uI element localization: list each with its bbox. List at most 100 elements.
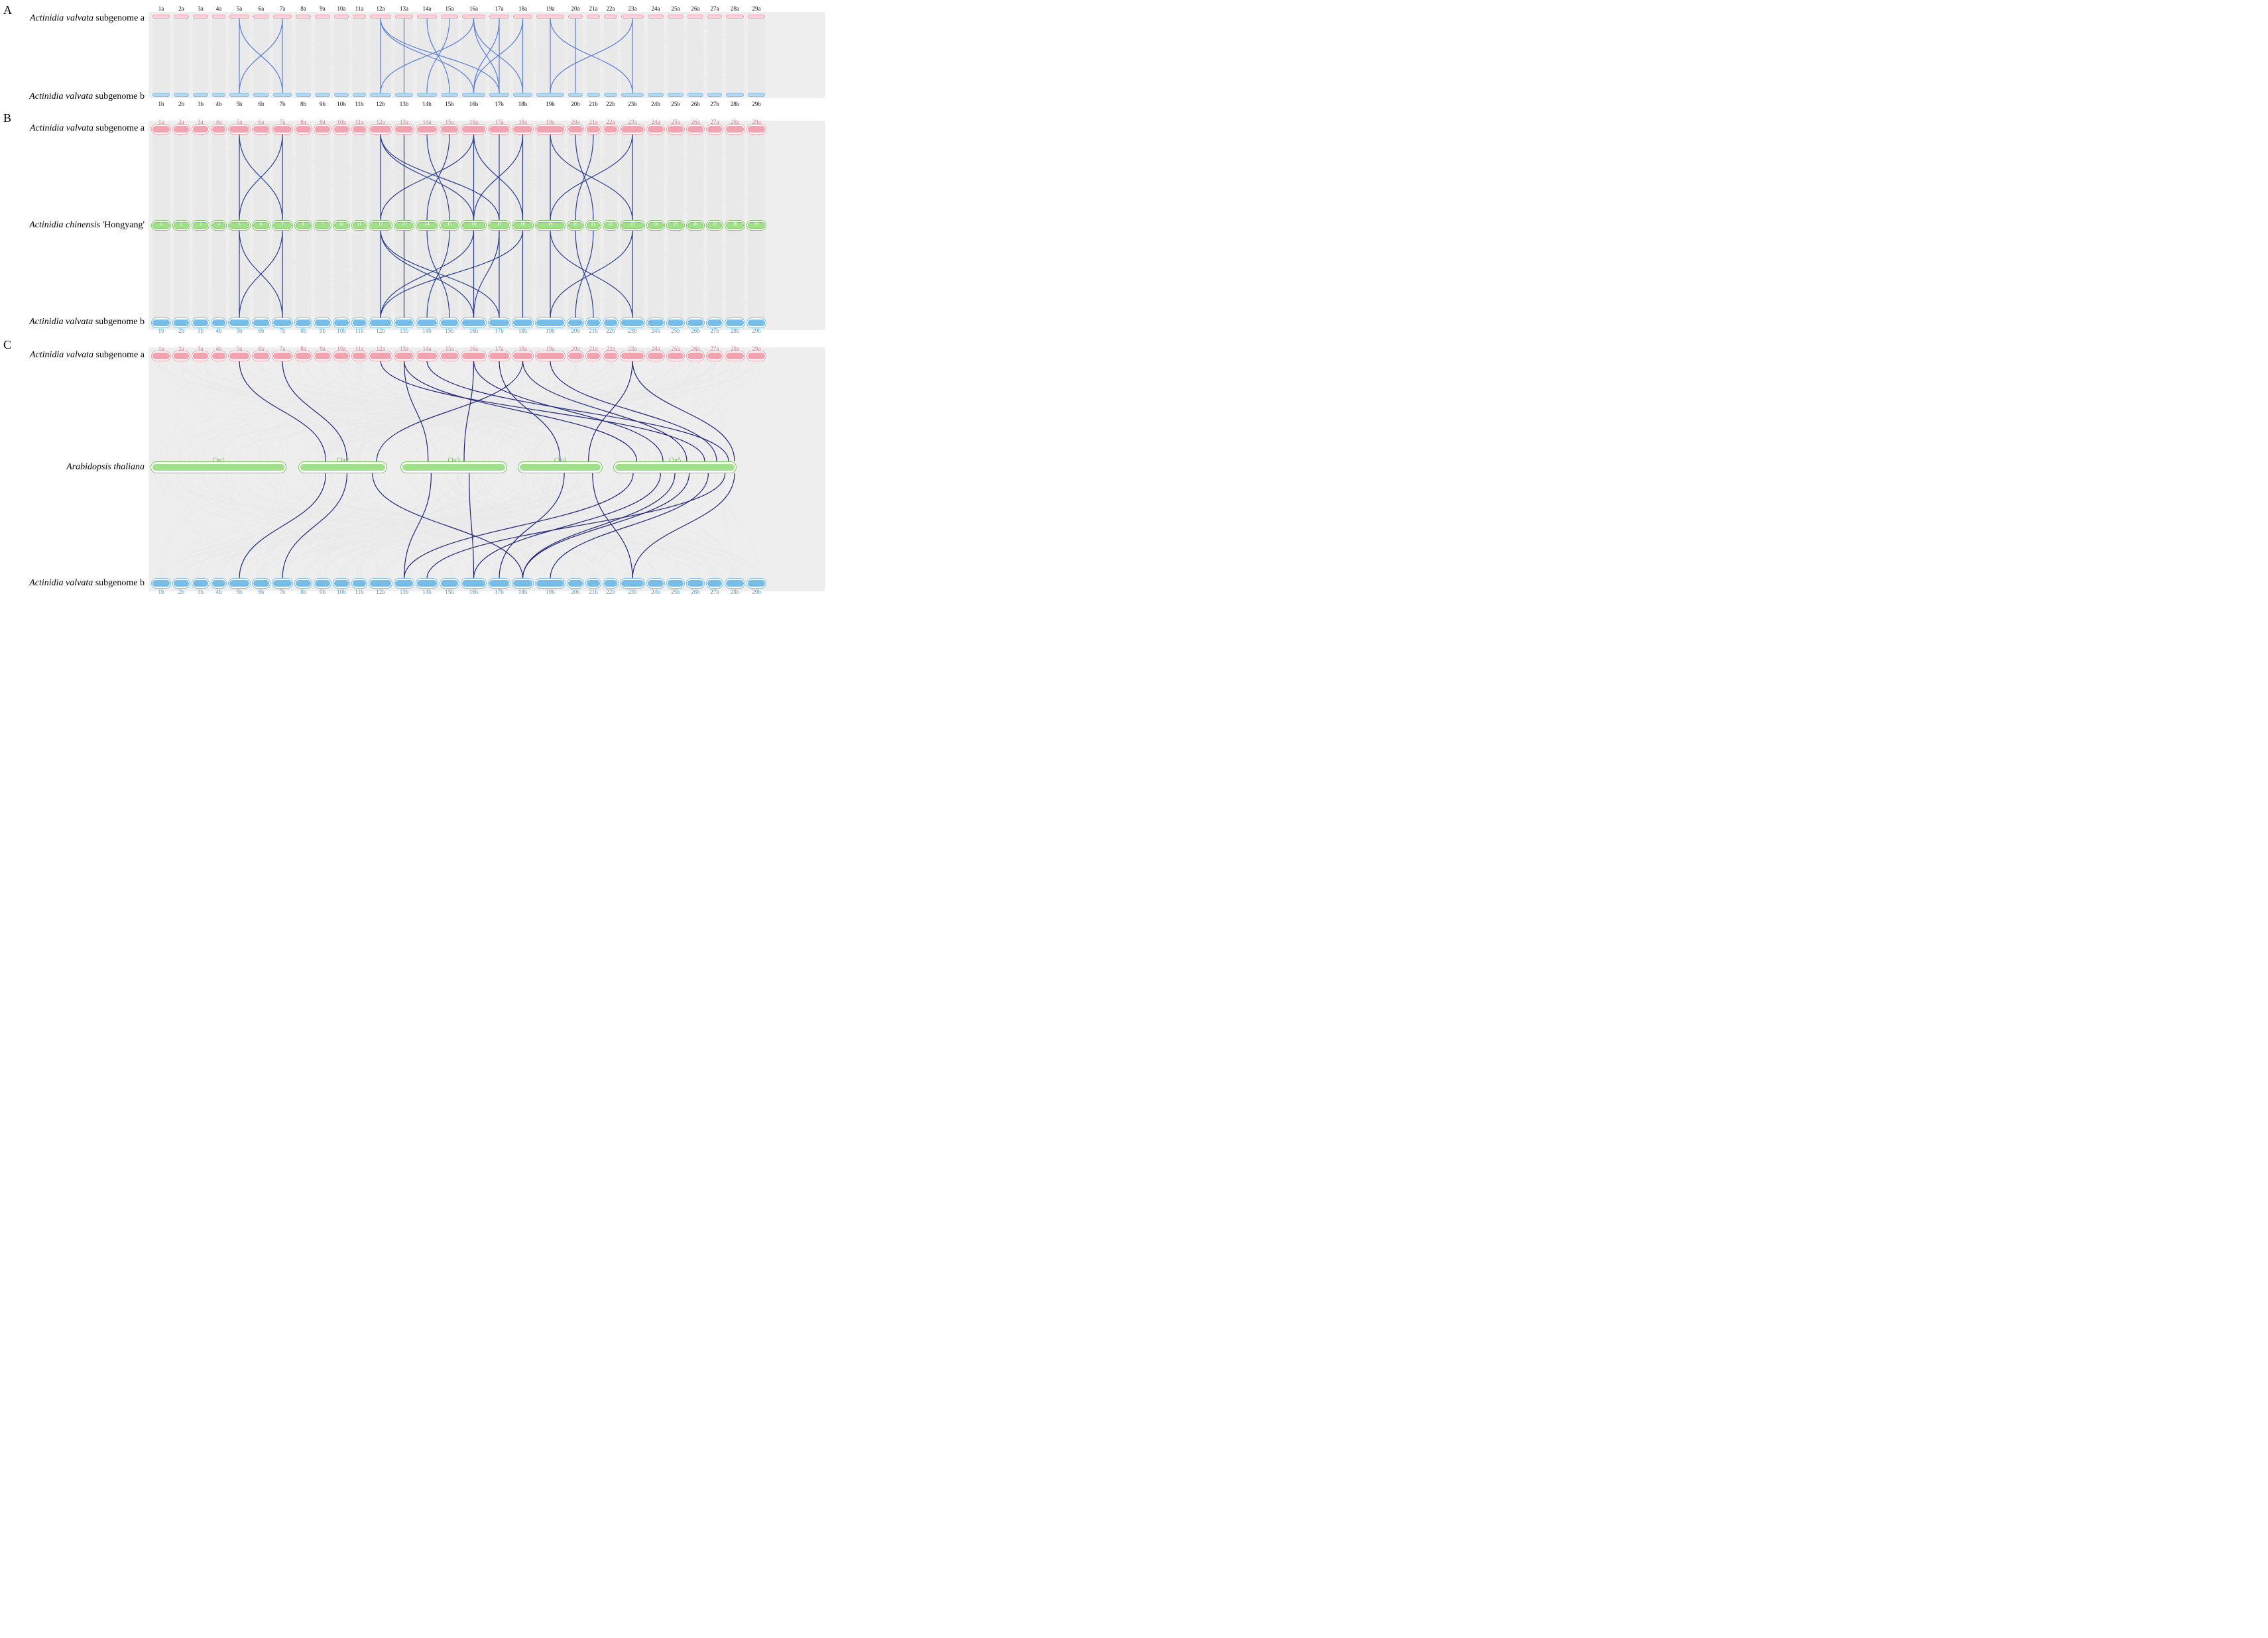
chromosome-block [615, 464, 735, 471]
chromosome-block [300, 464, 385, 471]
chromosome-block [621, 353, 644, 359]
chromosome-label: 27a [711, 345, 719, 352]
chromosome-label: 1b [158, 589, 164, 595]
chromosome-block [568, 126, 583, 133]
chromosome-label: 15a [446, 5, 454, 12]
chromosome-label: 28a [731, 345, 739, 352]
chromosome-label: 28a [731, 5, 739, 12]
chromosome-block [536, 320, 564, 326]
chromosome-block [648, 320, 664, 326]
chromosome-label: 17b [495, 589, 504, 595]
chromosome-label: 3a [198, 5, 204, 12]
chromosome-label: 7b [280, 101, 286, 107]
chromosome-block [726, 580, 744, 587]
chromosome-label: 25a [672, 5, 680, 12]
chromosome-label: 2a [178, 345, 184, 352]
chromosome-block [212, 580, 225, 587]
chromosome-block [273, 93, 292, 97]
chromosome-label: 14 [425, 221, 430, 227]
chromosome-block [370, 320, 391, 326]
chromosome-label: 26a [691, 345, 700, 352]
chromosome-label: 14b [422, 327, 432, 334]
chromosome-block [152, 353, 170, 359]
chromosome-block [441, 320, 458, 326]
chromosome-block [462, 15, 485, 19]
chromosome-block [417, 353, 437, 359]
chromosome-block [587, 320, 600, 326]
chromosome-label: 8a [300, 119, 306, 125]
chromosome-block [462, 126, 485, 133]
chromosome-block [229, 580, 249, 587]
chromosome-label: 15 [448, 221, 452, 227]
chromosome-block [370, 353, 391, 359]
chromosome-label: 12b [376, 101, 385, 107]
chromosome-block [417, 15, 437, 19]
chromosome-block [536, 93, 564, 97]
chromosome-label: 20a [571, 119, 580, 125]
chromosome-block [229, 320, 249, 326]
chromosome-label: 4a [216, 345, 222, 352]
chromosome-block [707, 126, 722, 133]
chromosome-label: 25b [671, 327, 680, 334]
chromosome-label: 4a [216, 119, 222, 125]
chromosome-block [707, 353, 722, 359]
chromosome-label: 9b [320, 101, 326, 107]
chromosome-block [748, 15, 765, 19]
chromosome-label: 20a [571, 345, 580, 352]
chromosome-label: 19a [546, 5, 555, 12]
chromosome-block [687, 93, 703, 97]
chromosome-label: 2b [178, 101, 184, 107]
chromosome-label: 3b [198, 101, 204, 107]
chromosome-block [513, 580, 532, 587]
chromosome-label: 14a [423, 119, 432, 125]
chromosome-label: 11a [355, 119, 364, 125]
chromosome-label: 7a [280, 345, 286, 352]
chromosome-label: Chr1 [213, 457, 225, 463]
chromosome-label: 10b [337, 101, 346, 107]
chromosome-label: 26 [693, 221, 698, 227]
chromosome-label: 16 [471, 221, 476, 227]
chromosome-label: 12b [376, 327, 385, 334]
chromosome-label: 20a [571, 5, 580, 12]
chromosome-block [513, 15, 532, 19]
chromosome-block [253, 580, 269, 587]
chromosome-block [229, 15, 249, 19]
chromosome-block [748, 93, 765, 97]
chromosome-label: 11b [355, 327, 363, 334]
chromosome-label: 23b [628, 589, 637, 595]
chromosome-block [489, 15, 509, 19]
chromosome-label: 22a [607, 119, 615, 125]
chromosome-label: 26a [691, 5, 700, 12]
chromosome-block [193, 93, 208, 97]
chromosome-label: 18b [518, 589, 528, 595]
chromosome-block [489, 93, 509, 97]
chromosome-block [621, 320, 644, 326]
chromosome-label: 17a [495, 345, 504, 352]
chromosome-block [315, 15, 330, 19]
chromosome-label: 13b [400, 327, 409, 334]
chromosome-label: 1a [158, 5, 164, 12]
chromosome-label: 21b [589, 327, 598, 334]
chromosome-label: 21a [589, 119, 598, 125]
chromosome-label: 16b [469, 589, 479, 595]
chromosome-label: 18b [518, 101, 528, 107]
chromosome-block [520, 464, 601, 471]
chromosome-label: 8 [302, 221, 305, 227]
chromosome-block [395, 580, 413, 587]
species-label: Actinidia valvata subgenome b [0, 317, 145, 327]
chromosome-label: 24a [652, 119, 660, 125]
chromosome-block [174, 15, 189, 19]
chromosome-block [568, 320, 583, 326]
chromosome-label: 12a [377, 5, 385, 12]
chromosome-label: 23b [628, 327, 637, 334]
chromosome-label: 16a [469, 5, 478, 12]
chromosome-block [296, 93, 311, 97]
chromosome-block [370, 580, 391, 587]
chromosome-block [273, 126, 292, 133]
chromosome-block [174, 353, 189, 359]
chromosome-label: 6b [259, 101, 265, 107]
species-label: Actinidia valvata subgenome a [0, 350, 145, 361]
chromosome-block [417, 320, 437, 326]
chromosome-label: 16a [469, 345, 478, 352]
chromosome-label: 18 [520, 221, 525, 227]
